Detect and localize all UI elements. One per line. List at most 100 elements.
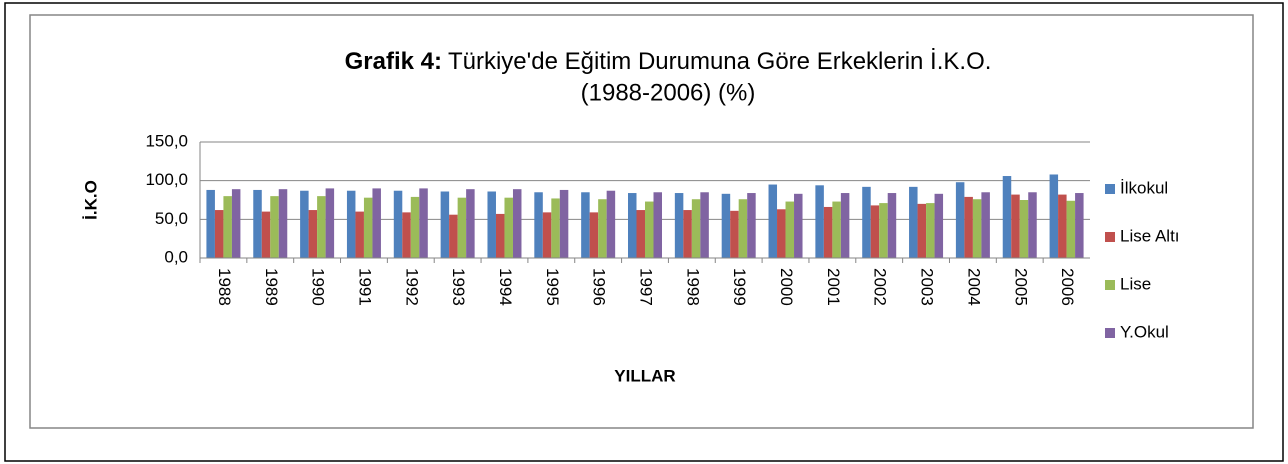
bar: [1066, 200, 1076, 258]
x-tick-label: 1997: [637, 268, 656, 306]
bar: [879, 203, 888, 258]
bar: [909, 186, 918, 258]
title-text: Türkiye'de Eğitim Durumuna Göre Erkekler…: [448, 48, 991, 75]
bar: [449, 214, 458, 258]
x-axis-label: YILLAR: [614, 366, 675, 385]
x-tick-label: 1995: [543, 268, 562, 306]
x-tick-label: 1988: [215, 268, 234, 306]
bar: [440, 191, 450, 258]
legend-label: Lise Altı: [1120, 226, 1180, 245]
bar: [551, 198, 560, 258]
bar: [777, 209, 786, 258]
bar: [253, 189, 262, 258]
page-frame: [4, 2, 1284, 462]
bar: [738, 199, 748, 258]
bar: [700, 192, 709, 258]
bar: [934, 193, 944, 258]
x-tick-label: 2003: [918, 268, 937, 306]
bar: [372, 188, 381, 258]
bar: [512, 189, 522, 258]
bar: [683, 210, 692, 258]
bar: [1002, 176, 1012, 258]
bar: [223, 196, 232, 258]
bar: [832, 201, 841, 258]
bar: [325, 188, 335, 258]
bar: [636, 210, 645, 258]
x-tick-label: 1998: [683, 268, 702, 306]
x-tick-label: 1994: [496, 268, 515, 306]
x-tick-label: 1989: [262, 268, 281, 306]
bar: [926, 203, 935, 258]
bar: [363, 197, 373, 258]
bar: [457, 197, 467, 258]
legend-swatch: [1105, 184, 1115, 194]
x-tick-label: 2004: [964, 268, 983, 306]
bar: [645, 201, 654, 258]
x-tick-label: 1992: [402, 268, 421, 306]
legend-swatch: [1105, 328, 1115, 338]
bar: [393, 190, 403, 258]
bar: [542, 212, 552, 258]
bar: [785, 201, 795, 258]
legend-label: İlkokul: [1120, 178, 1168, 197]
bar: [1049, 174, 1059, 258]
bar: [964, 196, 973, 258]
y-axis-label: İ.K.O: [81, 180, 100, 220]
bar: [1011, 194, 1020, 258]
x-tick-label: 1991: [355, 268, 374, 306]
x-tick-label: 2005: [1011, 268, 1030, 306]
bar: [815, 185, 824, 258]
bar: [691, 199, 701, 258]
bar: [606, 190, 616, 258]
bar: [674, 193, 684, 258]
bar: [955, 182, 965, 258]
y-tick-label: 150,0: [145, 131, 188, 150]
legend-label: Lise: [1120, 274, 1151, 293]
bar: [653, 192, 662, 258]
bar: [823, 206, 833, 258]
bar: [1075, 193, 1084, 258]
bar: [487, 191, 496, 258]
legend-swatch: [1105, 280, 1115, 290]
bar: [747, 193, 756, 258]
bar: [1058, 194, 1067, 258]
bar: [559, 189, 569, 258]
bar: [768, 184, 778, 258]
bar: [1019, 200, 1029, 258]
bar: [402, 212, 411, 258]
x-tick-label: 1999: [730, 268, 749, 306]
bar: [721, 193, 731, 258]
bar: [1028, 192, 1037, 258]
x-tick-label: 2001: [824, 268, 843, 306]
bar: [870, 205, 880, 258]
x-tick-label: 2002: [871, 268, 890, 306]
chart-title: Grafik 4: Türkiye'de Eğitim Durumuna Göre…: [345, 48, 992, 75]
bar: [410, 196, 420, 258]
bar: [419, 188, 428, 258]
x-tick-label: 2006: [1058, 268, 1077, 306]
bar: [981, 192, 990, 258]
bar: [589, 212, 599, 258]
bar: [261, 211, 271, 258]
x-tick-label: 1996: [590, 268, 609, 306]
y-tick-label: 50,0: [155, 209, 188, 228]
bar: [794, 193, 803, 258]
bar: [972, 199, 982, 258]
bar: [581, 192, 590, 258]
chart-subtitle: (1988-2006) (%): [581, 79, 756, 106]
bar: [887, 193, 897, 258]
bar: [628, 193, 637, 258]
bar: [214, 210, 224, 258]
bar: [270, 196, 279, 258]
bar: [504, 197, 513, 258]
bar: [317, 196, 326, 258]
bar: [300, 190, 309, 258]
bar: [206, 189, 215, 258]
bar: [840, 193, 850, 258]
bar: [346, 190, 356, 258]
bar: [495, 213, 505, 258]
bar: [231, 189, 241, 258]
title-bold: Grafik 4:: [345, 48, 442, 75]
bar: [917, 203, 927, 258]
